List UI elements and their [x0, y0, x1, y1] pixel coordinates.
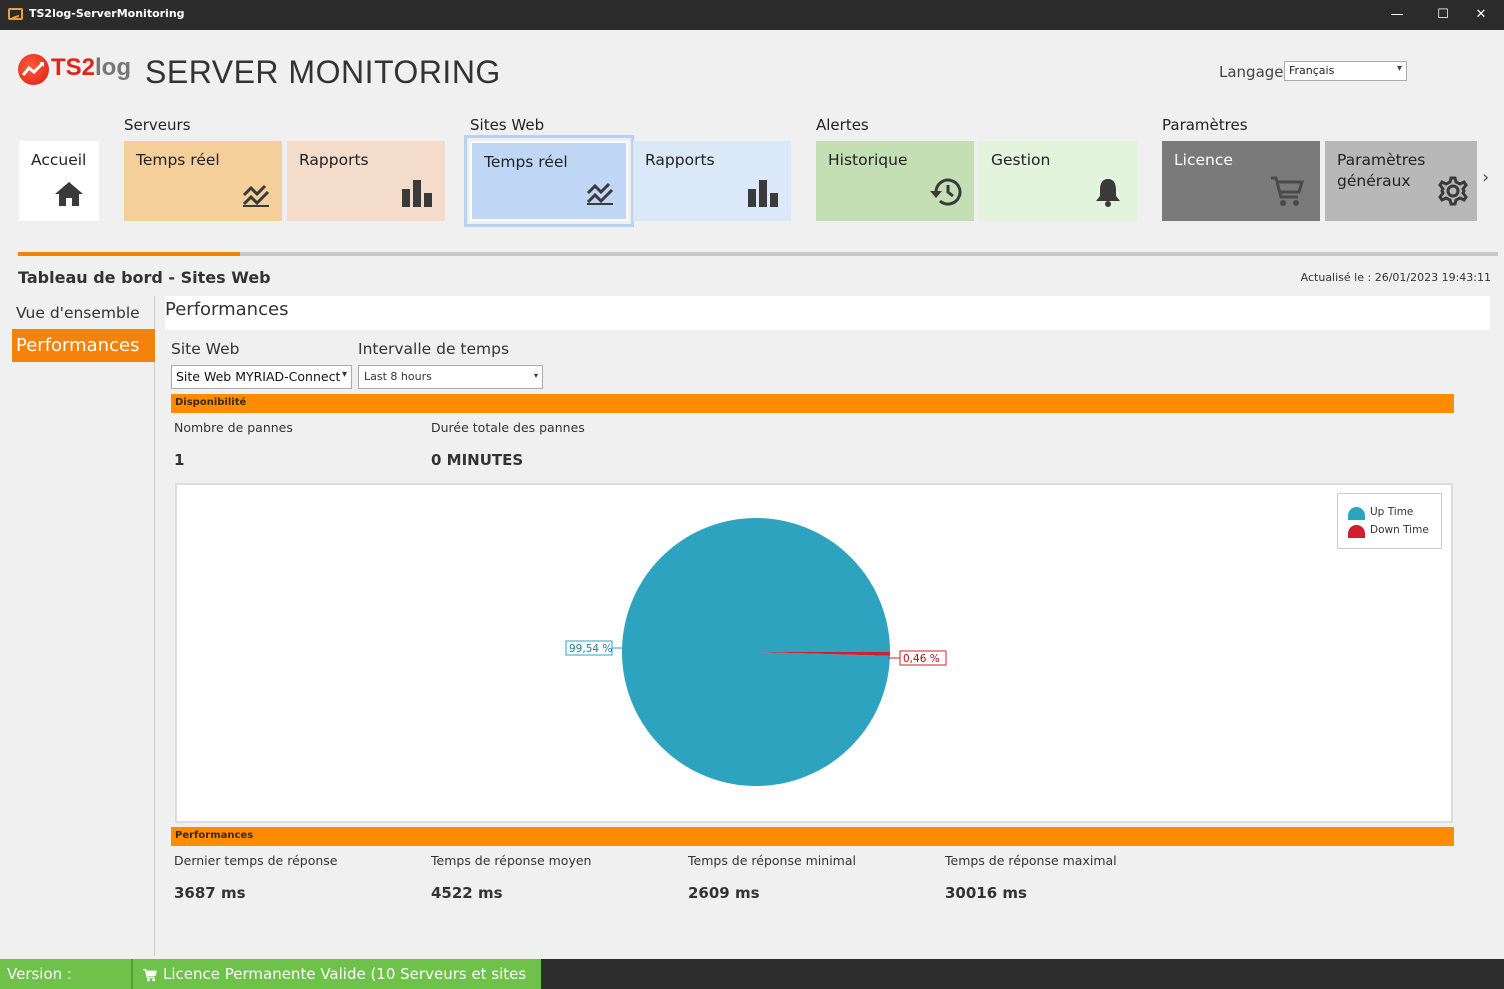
website-select[interactable]: Site Web MYRIAD-Connect ▾	[171, 365, 352, 389]
status-bar: Version : 5.3.1.11 Licence Permanente Va…	[0, 959, 1504, 989]
tile-general-settings[interactable]: Paramètres généraux	[1325, 141, 1477, 221]
tile-home[interactable]: Accueil	[19, 141, 99, 221]
history-icon	[928, 177, 962, 211]
legend-label-up: Up Time	[1370, 506, 1414, 518]
app-title: SERVER MONITORING	[145, 54, 501, 90]
ribbon-next-arrow-icon[interactable]: ›	[1482, 167, 1490, 188]
language-label: Langage	[1219, 63, 1284, 81]
svg-text:99,54 %: 99,54 %	[569, 643, 612, 655]
svg-text:0,46 %: 0,46 %	[903, 653, 940, 665]
section-title: Performances	[165, 299, 289, 320]
logo-disc-icon	[18, 54, 49, 85]
minimize-button[interactable]: —	[1390, 7, 1404, 22]
content-header: Performances	[165, 296, 1490, 330]
legend-swatch-up	[1348, 507, 1365, 520]
tile-servers-realtime-label: Temps réel	[136, 151, 220, 169]
tile-web-realtime[interactable]: Temps réel	[464, 135, 634, 227]
group-label-servers: Serveurs	[124, 116, 191, 134]
tile-servers-reports-label: Rapports	[299, 151, 369, 169]
avg-response-value: 4522 ms	[431, 884, 503, 902]
min-response-value: 2609 ms	[688, 884, 760, 902]
tile-licence[interactable]: Licence	[1162, 141, 1320, 221]
uptime-pie-chart: 99,54 % 0,46 % Up Time Down Time	[175, 483, 1453, 823]
legend-swatch-down	[1348, 525, 1365, 538]
tile-servers-reports[interactable]: Rapports	[287, 141, 445, 221]
ts2log-logo: TS2log	[18, 52, 133, 86]
avg-response-label: Temps de réponse moyen	[431, 853, 592, 868]
language-value: Français	[1289, 64, 1335, 77]
version-label: Version : 5.3.1.11	[0, 959, 131, 989]
max-response-value: 30016 ms	[945, 884, 1027, 902]
last-response-label: Dernier temps de réponse	[174, 853, 338, 868]
title-bar: TS2log-ServerMonitoring — ☐ ✕	[0, 0, 1504, 30]
last-updated: Actualisé le : 26/01/2023 19:43:11	[1300, 271, 1491, 284]
outages-label: Nombre de pannes	[174, 420, 293, 435]
gear-icon	[1437, 175, 1469, 211]
bar-chart-icon	[401, 179, 433, 211]
pie-slice-up-time	[621, 517, 890, 786]
tile-alerts-management-label: Gestion	[991, 151, 1051, 169]
tile-general-settings-label-2: généraux	[1337, 172, 1411, 190]
licence-status: Licence Permanente Valide (10 Serveurs e…	[131, 959, 541, 989]
language-select[interactable]: Français ▾	[1284, 61, 1407, 81]
group-label-websites: Sites Web	[470, 116, 545, 134]
trend-icon	[242, 183, 270, 211]
cart-icon	[1270, 175, 1305, 211]
tile-licence-label: Licence	[1174, 151, 1233, 169]
trend-icon	[586, 181, 614, 209]
tile-alerts-management[interactable]: Gestion	[979, 141, 1137, 221]
close-button[interactable]: ✕	[1475, 7, 1487, 22]
outage-duration-value: 0 MINUTES	[431, 451, 524, 469]
website-label: Site Web	[171, 340, 240, 358]
outage-duration-label: Durée totale des pannes	[431, 420, 585, 435]
tile-web-reports[interactable]: Rapports	[633, 141, 791, 221]
chart-legend: Up Time Down Time	[1337, 493, 1442, 549]
main-content: Performances Site Web Intervalle de temp…	[165, 296, 1490, 948]
maximize-button[interactable]: ☐	[1437, 7, 1449, 22]
group-label-settings: Paramètres	[1162, 116, 1248, 134]
pie-chart-svg: 99,54 % 0,46 %	[565, 517, 947, 786]
chevron-down-icon: ▾	[341, 369, 347, 380]
logo-text-log: log	[95, 54, 132, 81]
tile-general-settings-label-1: Paramètres	[1337, 151, 1426, 169]
tile-alerts-history-label: Historique	[828, 151, 908, 169]
outages-value: 1	[174, 451, 185, 469]
group-label-alerts: Alertes	[816, 116, 869, 134]
bar-chart-icon	[747, 179, 779, 211]
nav-item-performances[interactable]: Performances	[12, 329, 155, 362]
window-title: TS2log-ServerMonitoring	[29, 7, 185, 20]
pie-data-label-down-time: 0,46 %	[888, 650, 947, 666]
progress-track	[18, 252, 1498, 256]
pie-data-label-up-time: 99,54 %	[565, 640, 622, 656]
tile-servers-realtime[interactable]: Temps réel	[124, 141, 282, 221]
last-response-value: 3687 ms	[174, 884, 246, 902]
interval-select-value: Last 8 hours	[364, 370, 432, 383]
tile-home-label: Accueil	[31, 151, 87, 169]
availability-band: Disponibilité	[171, 394, 1454, 413]
website-select-value: Site Web MYRIAD-Connect	[176, 369, 341, 384]
tile-web-reports-label: Rapports	[645, 151, 715, 169]
tile-web-realtime-label: Temps réel	[484, 153, 568, 171]
home-icon	[54, 181, 84, 211]
chevron-down-icon: ▾	[533, 371, 538, 380]
interval-label: Intervalle de temps	[358, 340, 510, 358]
interval-select[interactable]: Last 8 hours ▾	[358, 365, 543, 389]
performance-band: Performances	[171, 827, 1454, 846]
monitor-icon	[8, 8, 23, 20]
nav-item-overview[interactable]: Vue d'ensemble	[16, 304, 140, 322]
licence-status-text: Licence Permanente Valide (10 Serveurs e…	[163, 965, 527, 983]
pie-slice-down-time	[756, 652, 890, 656]
chevron-down-icon: ▾	[1396, 63, 1402, 74]
max-response-label: Temps de réponse maximal	[945, 853, 1117, 868]
side-navigation: Vue d'ensemble Performances	[0, 296, 155, 956]
cart-icon	[143, 962, 158, 989]
min-response-label: Temps de réponse minimal	[688, 853, 856, 868]
bell-icon	[1095, 177, 1121, 211]
logo-text-ts2: TS2	[51, 54, 96, 81]
tile-alerts-history[interactable]: Historique	[816, 141, 974, 221]
progress-fill	[18, 252, 240, 256]
legend-label-down: Down Time	[1370, 524, 1429, 536]
page-title: Tableau de bord - Sites Web	[18, 268, 271, 287]
